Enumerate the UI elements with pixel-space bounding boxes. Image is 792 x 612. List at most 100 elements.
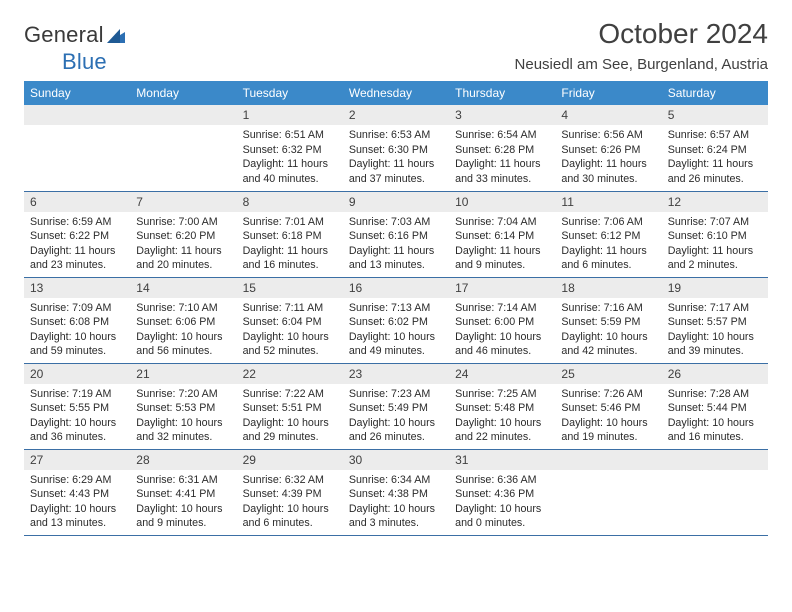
day-number: 29 <box>237 450 343 470</box>
sunset-text: Sunset: 5:57 PM <box>668 315 762 329</box>
daylight-text: Daylight: 11 hours and 2 minutes. <box>668 244 762 273</box>
day-details: Sunrise: 6:53 AMSunset: 6:30 PMDaylight:… <box>343 125 449 190</box>
day-details: Sunrise: 6:51 AMSunset: 6:32 PMDaylight:… <box>237 125 343 190</box>
sunset-text: Sunset: 4:41 PM <box>136 487 230 501</box>
calendar-cell: 7Sunrise: 7:00 AMSunset: 6:20 PMDaylight… <box>130 191 236 277</box>
calendar-cell <box>555 449 661 535</box>
sunset-text: Sunset: 6:30 PM <box>349 143 443 157</box>
daylight-text: Daylight: 10 hours and 56 minutes. <box>136 330 230 359</box>
day-details: Sunrise: 7:23 AMSunset: 5:49 PMDaylight:… <box>343 384 449 449</box>
day-number: 1 <box>237 105 343 125</box>
sunrise-text: Sunrise: 6:54 AM <box>455 128 549 142</box>
sunrise-text: Sunrise: 7:06 AM <box>561 215 655 229</box>
day-number: 21 <box>130 364 236 384</box>
calendar-cell: 4Sunrise: 6:56 AMSunset: 6:26 PMDaylight… <box>555 105 661 191</box>
day-number: 2 <box>343 105 449 125</box>
day-number: 31 <box>449 450 555 470</box>
calendar-cell: 1Sunrise: 6:51 AMSunset: 6:32 PMDaylight… <box>237 105 343 191</box>
daylight-text: Daylight: 10 hours and 32 minutes. <box>136 416 230 445</box>
day-details: Sunrise: 7:11 AMSunset: 6:04 PMDaylight:… <box>237 298 343 363</box>
calendar-cell: 20Sunrise: 7:19 AMSunset: 5:55 PMDayligh… <box>24 363 130 449</box>
day-number: 16 <box>343 278 449 298</box>
daylight-text: Daylight: 11 hours and 13 minutes. <box>349 244 443 273</box>
daylight-text: Daylight: 10 hours and 16 minutes. <box>668 416 762 445</box>
calendar-cell: 29Sunrise: 6:32 AMSunset: 4:39 PMDayligh… <box>237 449 343 535</box>
calendar-week-row: 1Sunrise: 6:51 AMSunset: 6:32 PMDaylight… <box>24 105 768 191</box>
daylight-text: Daylight: 11 hours and 33 minutes. <box>455 157 549 186</box>
sunrise-text: Sunrise: 7:17 AM <box>668 301 762 315</box>
calendar-cell: 19Sunrise: 7:17 AMSunset: 5:57 PMDayligh… <box>662 277 768 363</box>
day-number: 4 <box>555 105 661 125</box>
day-number: 26 <box>662 364 768 384</box>
calendar-cell: 15Sunrise: 7:11 AMSunset: 6:04 PMDayligh… <box>237 277 343 363</box>
day-header: Saturday <box>662 81 768 105</box>
day-number: 28 <box>130 450 236 470</box>
daylight-text: Daylight: 10 hours and 26 minutes. <box>349 416 443 445</box>
day-details: Sunrise: 7:19 AMSunset: 5:55 PMDaylight:… <box>24 384 130 449</box>
calendar-cell: 30Sunrise: 6:34 AMSunset: 4:38 PMDayligh… <box>343 449 449 535</box>
day-details: Sunrise: 7:22 AMSunset: 5:51 PMDaylight:… <box>237 384 343 449</box>
daylight-text: Daylight: 11 hours and 16 minutes. <box>243 244 337 273</box>
empty-daynum <box>130 105 236 125</box>
calendar-cell: 26Sunrise: 7:28 AMSunset: 5:44 PMDayligh… <box>662 363 768 449</box>
daylight-text: Daylight: 11 hours and 26 minutes. <box>668 157 762 186</box>
day-header: Tuesday <box>237 81 343 105</box>
day-number: 8 <box>237 192 343 212</box>
sunset-text: Sunset: 5:44 PM <box>668 401 762 415</box>
daylight-text: Daylight: 11 hours and 20 minutes. <box>136 244 230 273</box>
sunset-text: Sunset: 6:00 PM <box>455 315 549 329</box>
day-number: 5 <box>662 105 768 125</box>
title-block: October 2024 Neusiedl am See, Burgenland… <box>515 18 768 73</box>
sunrise-text: Sunrise: 6:32 AM <box>243 473 337 487</box>
day-details: Sunrise: 7:07 AMSunset: 6:10 PMDaylight:… <box>662 212 768 277</box>
calendar-table: SundayMondayTuesdayWednesdayThursdayFrid… <box>24 81 768 536</box>
day-number: 23 <box>343 364 449 384</box>
daylight-text: Daylight: 10 hours and 13 minutes. <box>30 502 124 531</box>
day-details: Sunrise: 7:09 AMSunset: 6:08 PMDaylight:… <box>24 298 130 363</box>
sunrise-text: Sunrise: 6:36 AM <box>455 473 549 487</box>
calendar-cell <box>130 105 236 191</box>
day-details: Sunrise: 7:03 AMSunset: 6:16 PMDaylight:… <box>343 212 449 277</box>
calendar-week-row: 27Sunrise: 6:29 AMSunset: 4:43 PMDayligh… <box>24 449 768 535</box>
day-number: 19 <box>662 278 768 298</box>
day-number: 6 <box>24 192 130 212</box>
sunset-text: Sunset: 4:36 PM <box>455 487 549 501</box>
calendar-cell: 23Sunrise: 7:23 AMSunset: 5:49 PMDayligh… <box>343 363 449 449</box>
sunrise-text: Sunrise: 7:10 AM <box>136 301 230 315</box>
sunset-text: Sunset: 6:10 PM <box>668 229 762 243</box>
day-number: 27 <box>24 450 130 470</box>
calendar-cell: 16Sunrise: 7:13 AMSunset: 6:02 PMDayligh… <box>343 277 449 363</box>
sunset-text: Sunset: 6:18 PM <box>243 229 337 243</box>
sunset-text: Sunset: 5:59 PM <box>561 315 655 329</box>
calendar-cell: 11Sunrise: 7:06 AMSunset: 6:12 PMDayligh… <box>555 191 661 277</box>
day-details: Sunrise: 6:36 AMSunset: 4:36 PMDaylight:… <box>449 470 555 535</box>
day-details: Sunrise: 7:20 AMSunset: 5:53 PMDaylight:… <box>130 384 236 449</box>
sunrise-text: Sunrise: 7:25 AM <box>455 387 549 401</box>
header: General Blue October 2024 Neusiedl am Se… <box>24 18 768 75</box>
calendar-cell: 25Sunrise: 7:26 AMSunset: 5:46 PMDayligh… <box>555 363 661 449</box>
calendar-cell: 22Sunrise: 7:22 AMSunset: 5:51 PMDayligh… <box>237 363 343 449</box>
day-details: Sunrise: 6:31 AMSunset: 4:41 PMDaylight:… <box>130 470 236 535</box>
calendar-cell: 13Sunrise: 7:09 AMSunset: 6:08 PMDayligh… <box>24 277 130 363</box>
day-number: 30 <box>343 450 449 470</box>
sunset-text: Sunset: 6:28 PM <box>455 143 549 157</box>
empty-daynum <box>555 450 661 470</box>
sunrise-text: Sunrise: 6:56 AM <box>561 128 655 142</box>
calendar-cell: 17Sunrise: 7:14 AMSunset: 6:00 PMDayligh… <box>449 277 555 363</box>
daylight-text: Daylight: 10 hours and 3 minutes. <box>349 502 443 531</box>
day-header: Monday <box>130 81 236 105</box>
daylight-text: Daylight: 10 hours and 19 minutes. <box>561 416 655 445</box>
sunrise-text: Sunrise: 7:23 AM <box>349 387 443 401</box>
sunrise-text: Sunrise: 6:34 AM <box>349 473 443 487</box>
sunrise-text: Sunrise: 7:09 AM <box>30 301 124 315</box>
day-details: Sunrise: 7:00 AMSunset: 6:20 PMDaylight:… <box>130 212 236 277</box>
day-details: Sunrise: 7:25 AMSunset: 5:48 PMDaylight:… <box>449 384 555 449</box>
empty-daynum <box>24 105 130 125</box>
day-number: 20 <box>24 364 130 384</box>
sunset-text: Sunset: 6:14 PM <box>455 229 549 243</box>
day-number: 13 <box>24 278 130 298</box>
sunset-text: Sunset: 5:53 PM <box>136 401 230 415</box>
day-number: 9 <box>343 192 449 212</box>
daylight-text: Daylight: 10 hours and 46 minutes. <box>455 330 549 359</box>
day-details: Sunrise: 6:34 AMSunset: 4:38 PMDaylight:… <box>343 470 449 535</box>
